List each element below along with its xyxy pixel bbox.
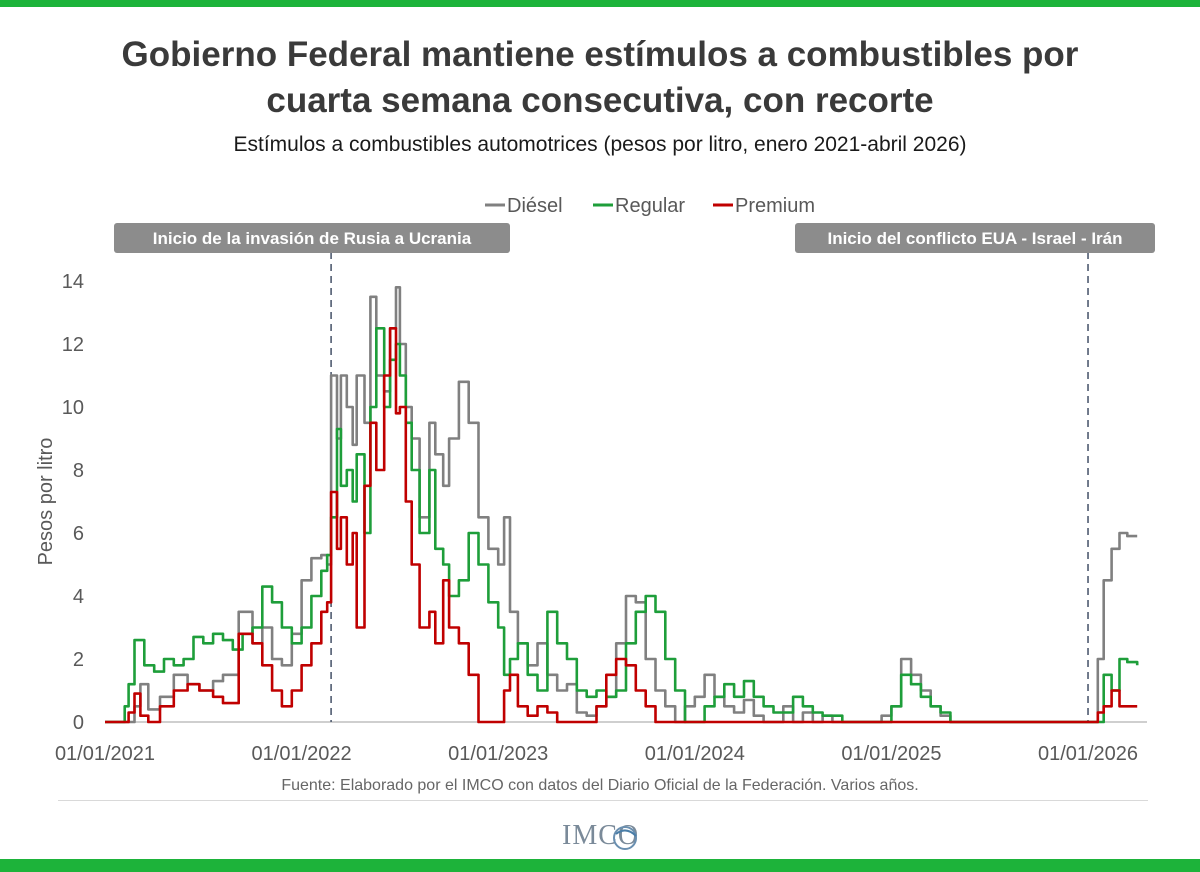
x-tick-label: 01/01/2021 [55,743,155,765]
y-tick-label: 4 [73,586,84,608]
y-tick-label: 0 [73,712,84,734]
logo-text: IMCO [562,820,640,851]
annotation-label: Inicio del conflicto EUA - Israel - Irán [827,229,1122,248]
y-axis-label: Pesos por litro [35,438,57,566]
page-title: Gobierno Federal mantiene estímulos a co… [0,32,1200,124]
top-brand-bar [0,0,1200,7]
line-chart: 0 2 4 6 8 10 12 14 01/01/2021 01/01/2022 01/01/202… [35,195,1155,765]
annotation-box [114,223,510,253]
y-tick-label: 10 [62,397,84,419]
x-tick-label: 01/01/2026 [1038,743,1138,765]
annotation-label: Inicio de la invasión de Rusia a Ucrania [153,229,472,248]
chart-subtitle: Estímulos a combustibles automotrices (p… [233,133,967,156]
title-line-1: Gobierno Federal mantiene estímulos a co… [121,35,1079,74]
bottom-brand-bar [0,859,1200,872]
y-tick-label: 8 [73,460,84,482]
legend-label: Diésel [507,195,563,217]
imco-logo: IMCO [540,818,660,858]
x-tick-label: 01/01/2022 [252,743,352,765]
series-line-diesel [105,286,1138,724]
logo-swirl-icon [613,826,637,850]
legend-label: Regular [615,195,685,217]
legend-label: Premium [735,195,815,217]
series-line-regular [105,327,1139,724]
y-tick-label: 2 [73,649,84,671]
title-line-2: cuarta semana consecutiva, con recorte [266,81,934,120]
x-tick-label: 01/01/2024 [645,743,745,765]
y-tick-label: 6 [73,523,84,545]
y-tick-label: 12 [62,334,84,356]
footer-divider [58,800,1148,801]
y-tick-label: 14 [62,271,84,293]
series-line-premium [105,327,1138,724]
x-tick-label: 01/01/2025 [841,743,941,765]
source-note: Fuente: Elaborado por el IMCO con datos … [281,777,919,794]
annotation-box [795,223,1155,253]
x-tick-label: 01/01/2023 [448,743,548,765]
